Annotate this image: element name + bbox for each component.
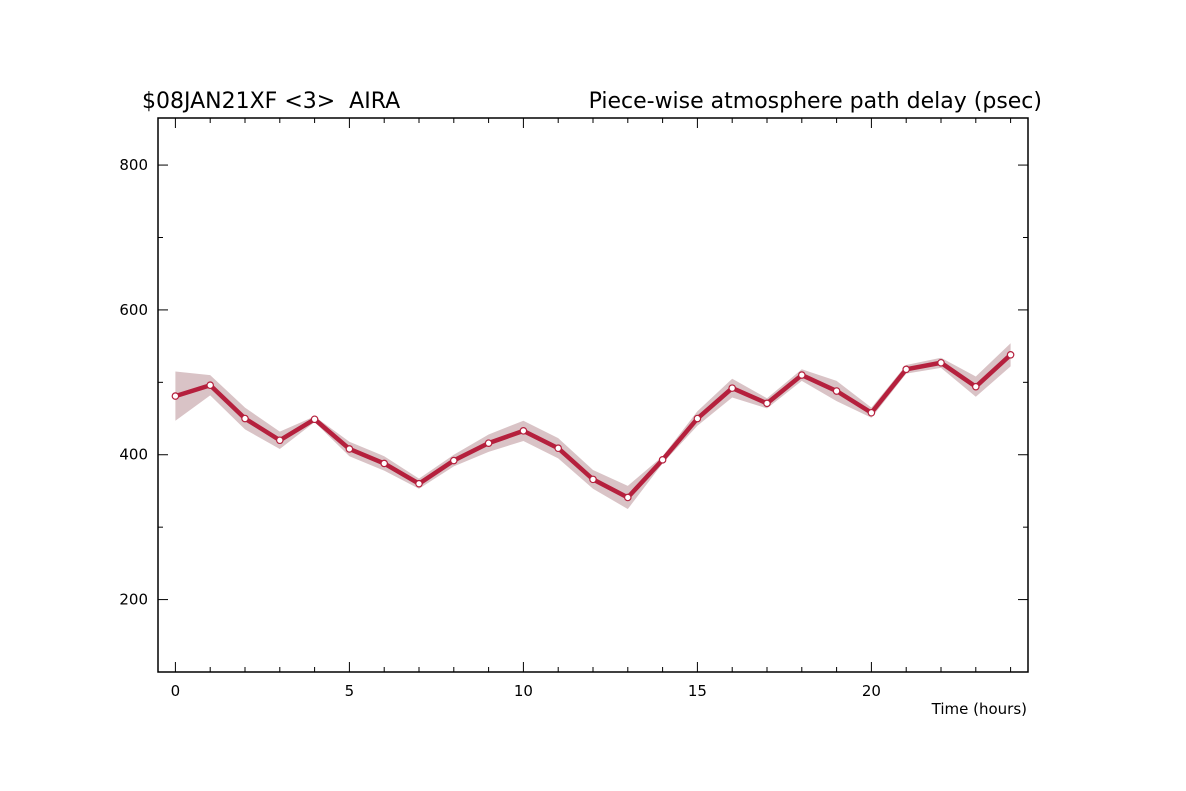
- x-tick-label: 15: [688, 682, 707, 700]
- data-point: [971, 382, 980, 391]
- data-point: [728, 384, 737, 392]
- data-point-layer: [171, 351, 1015, 502]
- plot-frame: [157, 117, 1029, 673]
- x-tick-label: 5: [345, 682, 355, 700]
- axis-ticks: [158, 118, 1028, 672]
- chart-title-right: Piece-wise atmosphere path delay (psec): [589, 89, 1042, 114]
- data-point: [623, 493, 632, 502]
- tick-labels: 0 5 10 15 20 200 400 600 800: [119, 156, 881, 700]
- data-point: [345, 445, 354, 453]
- data-point: [241, 414, 249, 423]
- y-tick-label: 600: [119, 301, 148, 319]
- data-point: [937, 358, 945, 367]
- data-point: [589, 475, 597, 484]
- x-tick-label: 0: [171, 682, 181, 700]
- uncertainty-band-layer: [175, 343, 1011, 510]
- x-axis-label: Time (hours): [931, 700, 1027, 718]
- y-tick-label: 200: [119, 591, 148, 609]
- y-tick-label: 800: [119, 156, 148, 174]
- data-point: [763, 399, 771, 408]
- data-point: [380, 459, 389, 468]
- y-tick-label: 400: [119, 446, 148, 464]
- data-point: [275, 436, 284, 445]
- x-tick-label: 10: [514, 682, 533, 700]
- data-point: [867, 408, 876, 417]
- data-point: [206, 381, 215, 390]
- data-point: [171, 392, 180, 400]
- data-point: [832, 387, 841, 395]
- data-point: [693, 414, 702, 423]
- data-point: [797, 371, 806, 379]
- data-point: [554, 444, 563, 453]
- data-point: [658, 456, 667, 464]
- data-point: [1006, 351, 1015, 359]
- chart-title-left: $08JAN21XF <3> AIRA: [142, 89, 400, 114]
- data-point: [449, 456, 458, 465]
- x-tick-label: 20: [862, 682, 881, 700]
- data-point: [902, 365, 911, 374]
- data-point: [310, 415, 319, 424]
- data-point: [519, 427, 528, 435]
- data-point: [484, 439, 493, 447]
- data-point: [415, 479, 423, 488]
- uncertainty-band: [175, 343, 1011, 510]
